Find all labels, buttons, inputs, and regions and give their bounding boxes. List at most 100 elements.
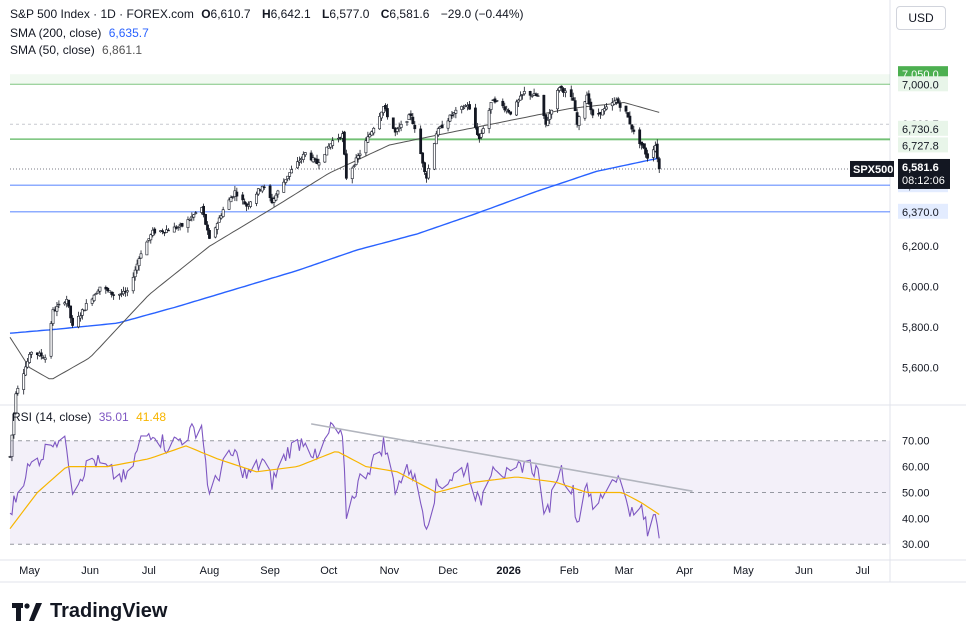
candle	[646, 153, 649, 159]
candle	[436, 128, 440, 136]
candle	[276, 190, 280, 195]
time-axis-tick: Feb	[560, 565, 579, 577]
resistance-zone-2	[300, 138, 890, 141]
time-axis-tick: Jun	[81, 565, 99, 577]
candle	[395, 128, 399, 132]
candle	[229, 197, 233, 203]
symbol-title: S&P 500 Index · 1D · FOREX.com	[10, 7, 194, 21]
candle	[118, 293, 121, 296]
candle	[642, 143, 646, 149]
candle	[446, 120, 450, 129]
candle	[84, 303, 88, 311]
candle	[378, 116, 382, 130]
symbol-tag-bg	[850, 160, 894, 177]
candle	[655, 143, 659, 159]
candle	[605, 106, 608, 110]
candle	[262, 186, 266, 189]
candle	[71, 317, 74, 326]
candle	[80, 309, 84, 316]
level-tag-bg	[898, 76, 948, 92]
candle	[55, 306, 59, 312]
candle	[94, 293, 98, 295]
candle	[384, 104, 387, 110]
candle	[217, 217, 221, 223]
candle	[382, 106, 385, 114]
rsi-ma-value: 41.48	[136, 410, 167, 424]
candle	[522, 91, 526, 95]
time-axis-tick: Jun	[795, 565, 813, 577]
candle	[370, 131, 374, 136]
current-price-tag-bg	[898, 158, 950, 189]
candle	[241, 194, 245, 201]
candle	[501, 100, 505, 107]
candle	[69, 305, 73, 319]
candle	[79, 315, 82, 319]
candle	[350, 167, 354, 180]
candle	[577, 116, 581, 126]
candle	[432, 143, 436, 170]
candle	[296, 161, 299, 169]
candle	[542, 94, 546, 117]
sma200-legend[interactable]: SMA (200, close) 6,635.7	[10, 26, 149, 40]
candle	[256, 188, 260, 195]
candle	[286, 175, 290, 180]
candle	[112, 294, 116, 296]
candle	[558, 87, 561, 91]
rsi-value: 35.01	[98, 410, 129, 424]
candle	[22, 373, 26, 390]
candle	[509, 111, 513, 115]
candle	[249, 201, 252, 207]
candle	[450, 114, 454, 117]
candle	[515, 101, 518, 116]
candle	[528, 91, 532, 96]
sma50-value: 6,861.1	[102, 43, 143, 57]
candle	[243, 201, 247, 205]
time-axis-tick: Nov	[380, 565, 400, 577]
candle	[26, 361, 30, 368]
candle	[188, 219, 192, 221]
candle	[487, 110, 491, 129]
open-value: O6,610.7	[201, 7, 251, 21]
candle	[548, 113, 552, 120]
candle	[454, 109, 458, 114]
candle	[569, 89, 573, 98]
time-axis-tick: Jul	[142, 565, 156, 577]
level-tag-label: 6,727.8	[902, 140, 939, 152]
candle	[563, 90, 567, 93]
sma50-legend[interactable]: SMA (50, close) 6,861.1	[10, 43, 143, 57]
candle	[268, 185, 272, 198]
candle	[28, 354, 31, 363]
price-axis-tick: 6,000.0	[902, 282, 939, 294]
candle	[462, 107, 466, 109]
candle	[208, 230, 211, 239]
candle	[423, 162, 426, 173]
candle	[337, 137, 340, 140]
level-tag-label: 6,730.6	[902, 124, 939, 136]
candle	[434, 133, 438, 145]
candle	[368, 134, 372, 138]
rsi-legend[interactable]: RSI (14, close) 35.01 41.48	[12, 410, 167, 424]
candle	[366, 136, 370, 143]
candle	[624, 105, 628, 112]
candle	[288, 172, 292, 177]
candle	[331, 140, 335, 146]
high-value: H6,642.1	[261, 7, 311, 21]
candle	[274, 194, 278, 201]
candle	[290, 169, 294, 174]
candle	[16, 388, 20, 394]
candle	[39, 352, 43, 357]
candle	[96, 290, 100, 294]
rsi-line	[9, 421, 660, 539]
candle	[213, 227, 217, 238]
current-price-tag: 6,581.6	[902, 162, 939, 174]
candle	[82, 309, 86, 312]
candle	[603, 108, 606, 112]
candle	[556, 90, 559, 110]
time-axis-tick: Jul	[856, 565, 870, 577]
currency-button[interactable]: USD	[896, 6, 946, 30]
candle	[380, 111, 383, 119]
level-tag-label: 6,370.0	[902, 207, 939, 219]
candle	[391, 117, 395, 129]
candle	[413, 124, 417, 130]
